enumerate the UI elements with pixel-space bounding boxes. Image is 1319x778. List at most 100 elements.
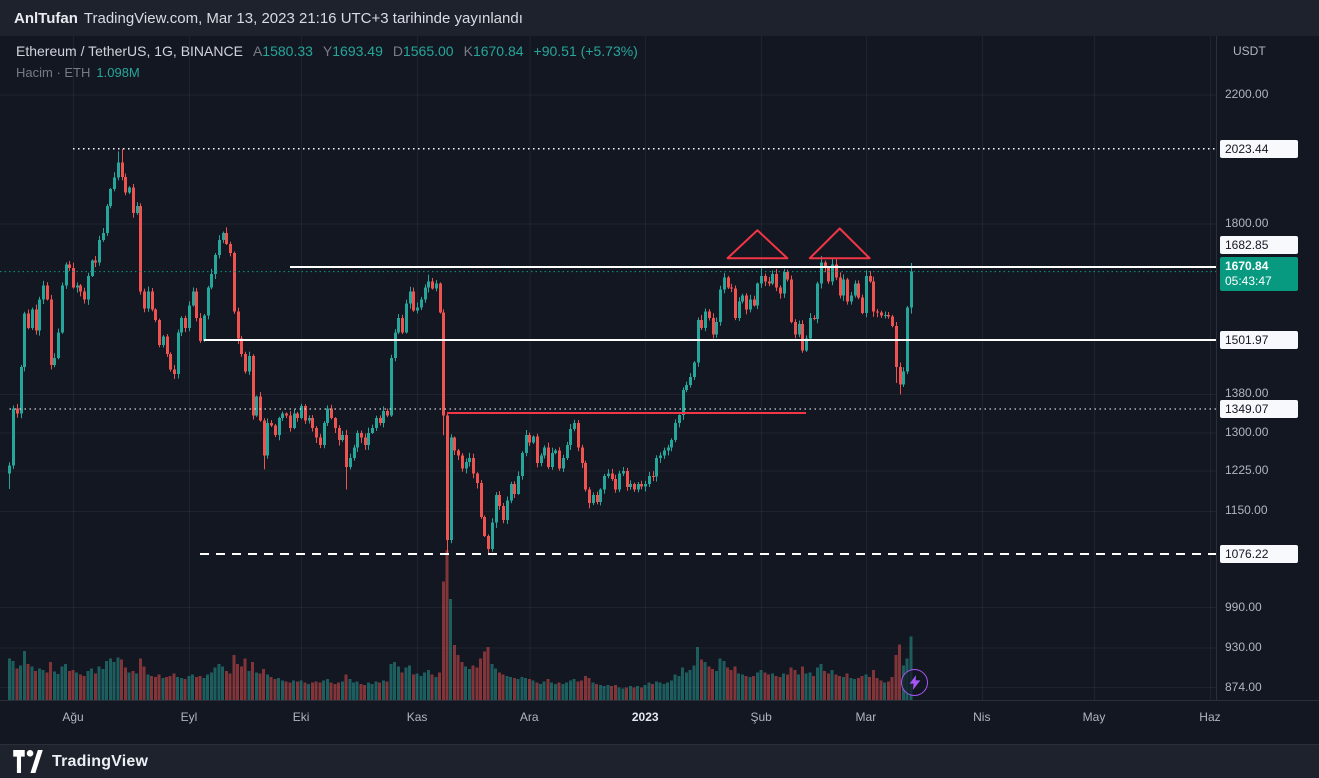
volume-bar	[52, 671, 56, 700]
candle	[783, 271, 786, 294]
candle	[237, 311, 240, 339]
volume-bar	[112, 661, 116, 700]
candle	[151, 291, 154, 310]
tradingview-wordmark[interactable]: TradingView	[52, 752, 149, 770]
candle	[801, 323, 804, 351]
volume-bar	[179, 678, 183, 700]
candle	[132, 187, 135, 214]
volume-bar	[445, 550, 449, 700]
candle	[483, 517, 486, 536]
volume-bar	[486, 646, 490, 700]
volume-bar	[127, 672, 131, 700]
candle	[308, 418, 311, 421]
candle	[173, 369, 176, 374]
volume-bar	[763, 672, 767, 700]
candle	[689, 376, 692, 386]
volume-bar	[759, 670, 763, 700]
candle	[528, 435, 531, 443]
candle	[158, 319, 161, 346]
candle	[420, 299, 423, 308]
candle	[296, 413, 299, 419]
volume-bar	[684, 672, 688, 700]
volume-bar	[37, 668, 41, 700]
candle	[891, 316, 894, 327]
candle	[166, 336, 169, 354]
candle	[824, 262, 827, 269]
candle	[850, 295, 853, 302]
volume-bar	[232, 655, 236, 700]
volume-bar	[718, 658, 722, 700]
volume-bar	[243, 658, 247, 700]
chart-region[interactable]: Ethereum / TetherUS, 1G, BINANCE A1580.3…	[0, 36, 1319, 700]
candle	[390, 358, 393, 416]
volume-bar	[438, 672, 442, 700]
candle	[416, 307, 419, 311]
volume-bar	[587, 678, 591, 700]
volume-bar	[258, 673, 262, 700]
volume-bar	[385, 681, 389, 700]
time-axis[interactable]: Ağu Eyl Eki Kas Ara 2023 Şub Mar Nis May Haz	[0, 700, 1319, 745]
triangle-annotation[interactable]	[808, 227, 871, 260]
volume-bar	[45, 672, 49, 700]
axis-price-badge: 2023.44	[1220, 139, 1298, 158]
candle	[465, 462, 468, 469]
volume-bar	[325, 679, 329, 700]
candle	[252, 356, 255, 416]
candle	[386, 410, 389, 416]
volume-bar	[359, 683, 363, 700]
tradingview-logo-icon[interactable]	[13, 750, 43, 773]
volume-bar	[886, 681, 890, 700]
candle	[263, 420, 266, 456]
triangle-annotation[interactable]	[726, 229, 789, 260]
candle	[431, 281, 434, 289]
axis-price-label: 1150.00	[1225, 503, 1268, 518]
volume-bar	[60, 666, 64, 700]
price-axis[interactable]: USDT 2200.00 1800.00 1380.00 1300.00 1225.00…	[1216, 36, 1319, 700]
candle	[659, 455, 662, 458]
axis-price-badge: 1349.07	[1220, 399, 1298, 418]
candle	[199, 317, 202, 341]
volume-bar	[310, 682, 314, 700]
author-name[interactable]: AnlTufan	[14, 9, 78, 27]
candle	[117, 162, 120, 178]
volume-bar	[539, 683, 542, 700]
lightning-icon-button[interactable]	[901, 669, 928, 696]
volume-bar	[819, 664, 823, 700]
candle	[764, 275, 767, 282]
volume-bar	[482, 651, 486, 700]
volume-bar	[583, 675, 587, 700]
volume-bar	[834, 674, 838, 700]
candle	[715, 321, 718, 335]
volume-bar	[557, 682, 561, 700]
volume-bar	[217, 664, 221, 700]
volume-bar	[116, 657, 120, 700]
candle	[50, 299, 53, 365]
candle	[753, 299, 756, 306]
volume-bar	[845, 673, 849, 700]
candle	[820, 262, 823, 284]
candle	[143, 291, 146, 309]
candle	[65, 264, 68, 286]
volume-bar	[595, 683, 599, 700]
candle	[876, 311, 879, 313]
volume-bar	[464, 666, 468, 700]
candle	[76, 285, 79, 288]
candle	[20, 367, 23, 414]
volume-bar	[860, 675, 864, 700]
volume-bar	[598, 685, 602, 700]
price-chart[interactable]	[0, 36, 1216, 700]
volume-bar	[209, 672, 213, 700]
volume-bar	[355, 681, 359, 700]
volume-bar	[531, 680, 535, 700]
symbol-title[interactable]: Ethereum / TetherUS, 1G, BINANCE	[16, 43, 243, 59]
volume-bar	[647, 682, 651, 700]
candle	[427, 281, 430, 288]
volume-bar	[430, 674, 434, 700]
axis-price-label: 930.00	[1225, 639, 1262, 654]
time-axis-label: Eki	[292, 710, 310, 724]
time-axis-label: Eyl	[180, 710, 198, 724]
candle	[588, 489, 591, 504]
candle	[468, 457, 471, 463]
volume-bar	[636, 686, 640, 700]
candle	[109, 189, 112, 207]
